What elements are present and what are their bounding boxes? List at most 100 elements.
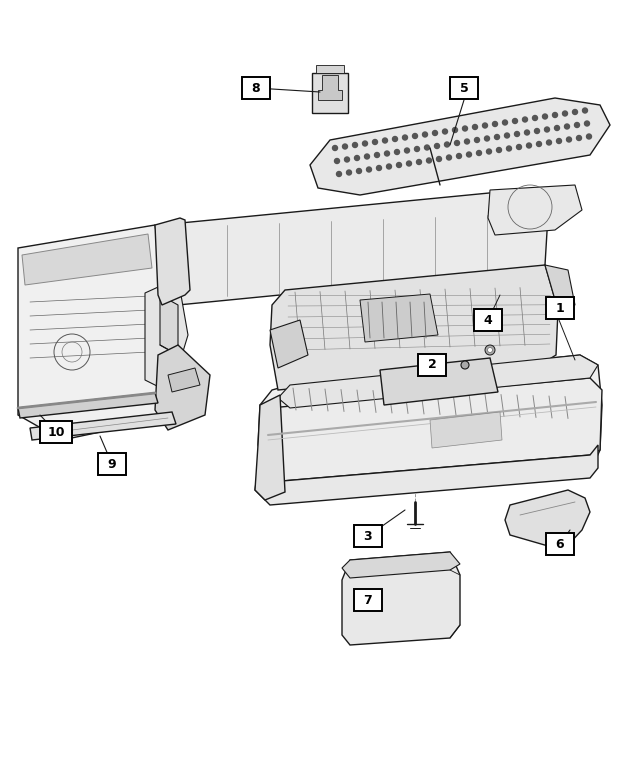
Polygon shape: [316, 65, 344, 73]
FancyBboxPatch shape: [546, 297, 574, 319]
Circle shape: [485, 345, 495, 355]
Circle shape: [362, 141, 367, 146]
Circle shape: [522, 117, 527, 122]
Circle shape: [584, 121, 589, 126]
Circle shape: [493, 121, 497, 127]
Text: 2: 2: [428, 358, 436, 371]
Polygon shape: [168, 368, 200, 392]
Circle shape: [516, 145, 522, 149]
FancyBboxPatch shape: [418, 354, 446, 376]
Polygon shape: [342, 552, 460, 645]
Circle shape: [424, 145, 429, 150]
Circle shape: [532, 116, 538, 120]
Circle shape: [575, 123, 579, 127]
FancyBboxPatch shape: [546, 533, 574, 555]
Text: 3: 3: [364, 529, 372, 542]
Polygon shape: [18, 225, 168, 440]
Circle shape: [454, 141, 460, 145]
Circle shape: [394, 149, 399, 155]
Circle shape: [586, 134, 591, 139]
Circle shape: [355, 155, 360, 161]
Circle shape: [483, 123, 488, 128]
Polygon shape: [342, 552, 460, 578]
Circle shape: [515, 131, 520, 137]
Circle shape: [506, 146, 511, 151]
Circle shape: [417, 159, 422, 165]
Circle shape: [504, 133, 509, 138]
Circle shape: [447, 155, 451, 160]
Circle shape: [536, 141, 541, 147]
Polygon shape: [430, 412, 502, 448]
Circle shape: [547, 140, 552, 145]
Circle shape: [486, 149, 492, 154]
Circle shape: [397, 162, 401, 168]
Circle shape: [346, 170, 351, 175]
Circle shape: [356, 169, 362, 173]
Circle shape: [563, 111, 568, 116]
Circle shape: [463, 126, 467, 131]
Circle shape: [502, 120, 508, 125]
Polygon shape: [30, 412, 176, 440]
Circle shape: [554, 126, 559, 131]
Polygon shape: [278, 355, 598, 408]
Circle shape: [376, 166, 381, 170]
FancyBboxPatch shape: [450, 77, 478, 99]
Circle shape: [461, 361, 469, 369]
Circle shape: [442, 129, 447, 134]
Polygon shape: [312, 73, 348, 113]
Polygon shape: [488, 185, 582, 235]
Circle shape: [488, 347, 493, 353]
Circle shape: [495, 134, 499, 140]
Circle shape: [543, 114, 547, 119]
Polygon shape: [255, 445, 598, 505]
Polygon shape: [160, 295, 178, 355]
Circle shape: [415, 147, 419, 152]
FancyBboxPatch shape: [242, 77, 270, 99]
Circle shape: [335, 159, 339, 163]
Polygon shape: [160, 190, 548, 305]
Circle shape: [342, 144, 348, 149]
Circle shape: [344, 157, 349, 162]
FancyBboxPatch shape: [98, 453, 126, 475]
Text: 10: 10: [47, 426, 65, 438]
Polygon shape: [18, 393, 158, 418]
Circle shape: [374, 152, 380, 158]
Circle shape: [527, 143, 531, 148]
Polygon shape: [155, 218, 190, 305]
Circle shape: [337, 172, 342, 176]
Circle shape: [445, 142, 449, 147]
Text: 6: 6: [556, 538, 564, 550]
Circle shape: [365, 154, 369, 159]
Text: 5: 5: [460, 82, 468, 95]
Polygon shape: [22, 234, 152, 285]
Text: 1: 1: [556, 301, 564, 315]
Circle shape: [564, 124, 570, 129]
Circle shape: [513, 119, 518, 124]
Polygon shape: [505, 490, 590, 548]
Polygon shape: [380, 358, 498, 405]
Circle shape: [372, 140, 378, 145]
Polygon shape: [318, 75, 342, 100]
Circle shape: [383, 138, 387, 143]
Circle shape: [525, 130, 529, 135]
Circle shape: [474, 138, 479, 142]
Polygon shape: [255, 395, 285, 500]
Circle shape: [413, 134, 417, 138]
Circle shape: [545, 127, 550, 132]
Circle shape: [557, 138, 561, 144]
FancyBboxPatch shape: [40, 421, 72, 443]
Polygon shape: [545, 265, 575, 310]
Circle shape: [472, 124, 477, 130]
Circle shape: [497, 148, 502, 152]
Circle shape: [433, 131, 438, 135]
Circle shape: [404, 148, 410, 153]
Text: 8: 8: [252, 82, 260, 95]
Polygon shape: [270, 320, 308, 368]
Text: 9: 9: [108, 458, 116, 471]
Circle shape: [484, 136, 490, 141]
Polygon shape: [360, 294, 438, 342]
Polygon shape: [310, 98, 610, 195]
Circle shape: [534, 128, 540, 134]
Polygon shape: [155, 345, 210, 430]
Circle shape: [387, 164, 392, 169]
